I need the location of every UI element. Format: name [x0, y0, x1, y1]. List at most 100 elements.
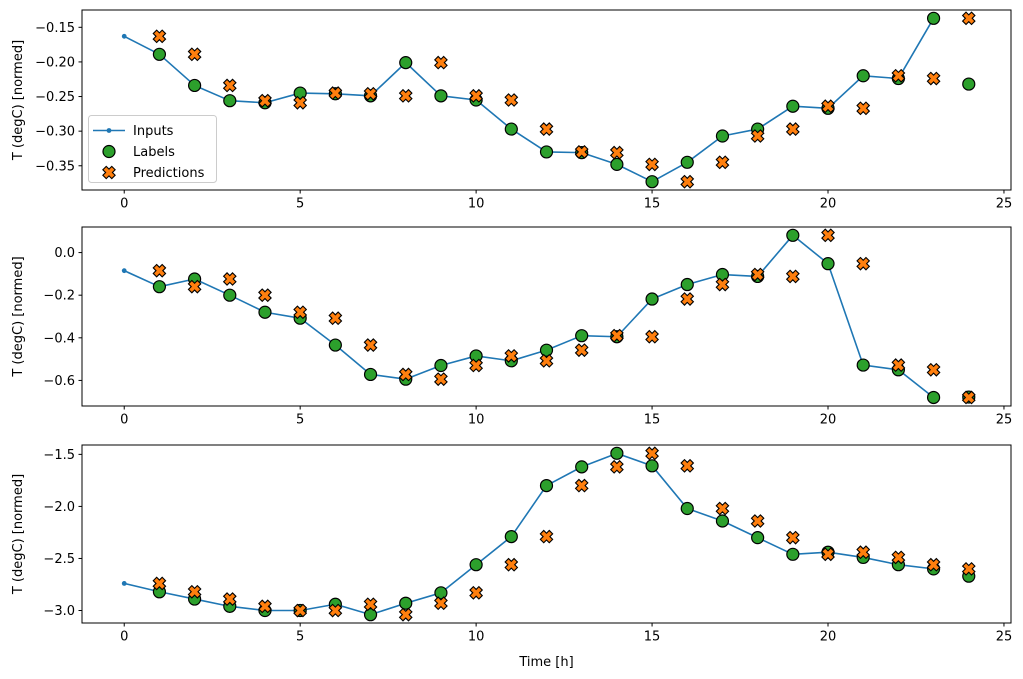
label-point: [926, 11, 941, 25]
prediction-point: [258, 288, 272, 303]
y-axis-label: T (degC) [normed]: [11, 474, 26, 595]
prediction-point: [645, 329, 659, 344]
y-tick-label: −0.35: [35, 159, 75, 174]
label-point: [786, 99, 800, 113]
x-tick-label: 10: [468, 413, 485, 428]
label-point: [188, 78, 202, 93]
prediction-point: [926, 362, 941, 377]
prediction-point: [293, 95, 308, 110]
x-axis: 0 5 10 15 20 25: [120, 406, 1012, 428]
label-point: [293, 86, 307, 100]
prediction-point: [469, 88, 484, 103]
prediction-point: [434, 596, 448, 611]
legend-predictions-label: Predictions: [133, 166, 205, 181]
label-point: [152, 47, 167, 61]
prediction-point: [856, 545, 871, 560]
axes-spines: [81, 9, 1012, 191]
prediction-point: [398, 607, 413, 622]
prediction-point: [609, 145, 624, 160]
x-axis-label: Time [h]: [518, 655, 573, 670]
legend-inputs-label: Inputs: [133, 124, 174, 139]
x-tick-label: 5: [296, 197, 304, 212]
prediction-point: [891, 68, 906, 83]
legend-labels-label: Labels: [133, 145, 175, 160]
prediction-point: [293, 603, 308, 618]
inputs-line: [121, 232, 936, 400]
label-point: [504, 530, 518, 544]
legend: Inputs Labels Predictions: [88, 115, 217, 183]
prediction-point: [539, 122, 554, 137]
prediction-point: [187, 47, 202, 62]
prediction-point: [504, 93, 519, 107]
label-point: [223, 94, 237, 108]
label-point: [680, 155, 694, 169]
x-tick-label: 20: [820, 413, 837, 428]
label-point: [715, 514, 730, 528]
label-point: [715, 129, 730, 143]
prediction-point: [152, 263, 167, 278]
label-point: [152, 280, 167, 294]
predictions-scatter: [152, 228, 976, 405]
label-point: [223, 288, 237, 302]
prediction-point: [434, 372, 448, 387]
y-tick-label: −1.5: [43, 448, 75, 463]
prediction-point: [574, 478, 589, 493]
label-point: [751, 531, 765, 545]
label-point: [469, 558, 483, 572]
prediction-point: [222, 78, 237, 93]
prediction-point: [856, 256, 871, 271]
x-tick-label: 15: [644, 630, 661, 645]
prediction-point: [750, 514, 765, 528]
prediction-point: [152, 576, 167, 591]
prediction-point: [926, 71, 941, 86]
x-tick-label: 15: [644, 413, 661, 428]
x-tick-label: 0: [120, 413, 128, 428]
labels-scatter: [152, 228, 976, 405]
x-tick-label: 25: [996, 630, 1013, 645]
prediction-point: [785, 530, 800, 545]
prediction-point: [680, 458, 695, 473]
prediction-point: [574, 343, 589, 358]
prediction-point: [891, 550, 906, 565]
prediction-point: [469, 358, 484, 373]
axes-spines: [81, 226, 1012, 407]
prediction-point: [926, 557, 941, 572]
x-tick-label: 5: [296, 630, 304, 645]
prediction-point: [856, 101, 871, 116]
labels-scatter: [152, 446, 976, 622]
subplot-1: 0 5 10 15 20 25 −0.15 −0.20 −0.25 −0.30 −0.35 T (de…: [11, 9, 1012, 212]
y-axis-label: T (degC) [normed]: [11, 256, 26, 377]
label-point: [328, 338, 342, 352]
legend-box: [88, 115, 217, 183]
prediction-point: [821, 99, 835, 114]
prediction-point: [961, 561, 976, 576]
y-tick-label: −0.30: [35, 125, 75, 140]
y-tick-label: −0.6: [43, 374, 75, 389]
x-axis: 0 5 10 15 20 25: [120, 623, 1012, 645]
prediction-point: [398, 367, 413, 382]
predictions-scatter: [152, 446, 976, 622]
x-tick-label: 20: [820, 630, 837, 645]
prediction-point: [293, 305, 308, 320]
prediction-point: [398, 88, 413, 103]
prediction-point: [328, 311, 343, 326]
prediction-point: [574, 144, 589, 159]
label-point: [434, 89, 448, 103]
prediction-point: [680, 174, 695, 189]
label-point: [610, 446, 624, 460]
subplot-2: 0 5 10 15 20 25 0.0 −0.2 −0.4 −0.6 T (degC) [norme…: [11, 226, 1012, 428]
x-tick-label: 20: [820, 197, 837, 212]
label-point: [715, 267, 730, 282]
label-point: [539, 145, 554, 159]
y-axis: −1.5 −2.0 −2.5 −3.0: [43, 448, 82, 619]
prediction-point: [609, 459, 624, 474]
y-tick-label: −0.20: [35, 55, 75, 70]
prediction-point: [539, 529, 554, 544]
prediction-point: [961, 11, 976, 26]
prediction-point: [328, 603, 343, 618]
prediction-point: [715, 501, 730, 516]
label-point: [539, 343, 554, 357]
label-point: [645, 175, 659, 189]
label-point: [962, 77, 976, 91]
